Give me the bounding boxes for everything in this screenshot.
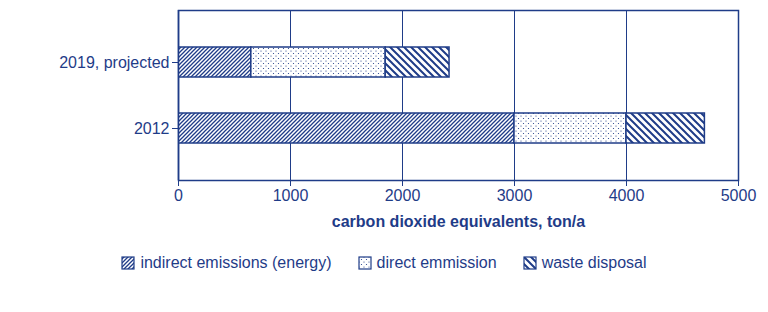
html-text:indirect emissions (energy): indirect emissions (energy) [140,254,332,271]
svg-text:4000: 4000 [609,187,645,204]
html-text:waste disposal: waste disposal [541,254,647,271]
svg-text:0: 0 [174,187,183,204]
svg-text:2000: 2000 [385,187,421,204]
svg-text:5000: 5000 [721,187,757,204]
svg-text:carbon dioxide equivalents, to: carbon dioxide equivalents, ton/a [332,213,585,230]
svg-text:3000: 3000 [497,187,533,204]
html-text:direct emmission: direct emmission [376,254,497,271]
svg-text:2012: 2012 [134,120,170,137]
svg-text:2019, projected: 2019, projected [59,54,169,71]
svg-text:1000: 1000 [273,187,309,204]
